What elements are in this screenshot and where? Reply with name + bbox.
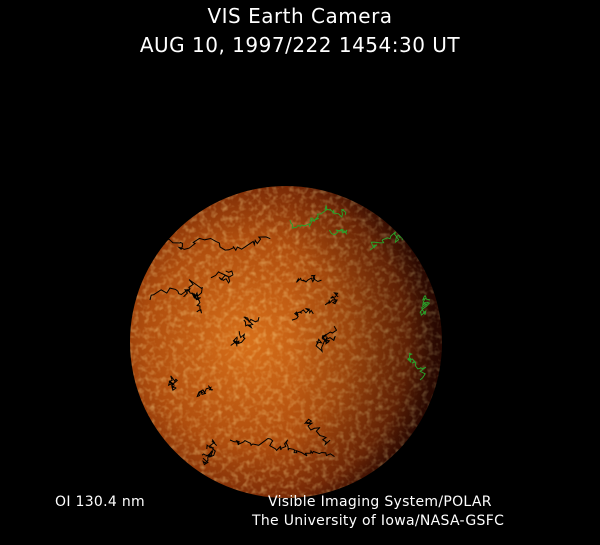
coastline-segment [202, 444, 216, 466]
instrument-label: Visible Imaging System/POLAR [268, 494, 492, 510]
image-title: VIS Earth Camera [207, 4, 393, 28]
coastline-segment [324, 292, 339, 306]
coastline-segment [243, 316, 260, 329]
coastline-segment [303, 418, 331, 447]
coastline-segment [291, 308, 314, 321]
coastline-segment [159, 236, 271, 252]
coastline-segment [296, 274, 322, 283]
coastline-segment [196, 385, 214, 398]
coastline-segment [315, 335, 336, 353]
coastline-segment [229, 437, 335, 458]
coastline-segment [182, 289, 202, 314]
coastline-segment [328, 228, 348, 236]
coastline-segment [321, 325, 338, 345]
coastline-segment [167, 375, 178, 392]
institution-label: The University of Iowa/NASA-GSFC [252, 513, 505, 529]
coastline-night-side [149, 236, 339, 466]
coastline-segment [289, 204, 347, 229]
wavelength-label: OI 130.4 nm [55, 494, 145, 510]
image-timestamp: AUG 10, 1997/222 1454:30 UT [139, 33, 461, 57]
coastline-segment [419, 295, 431, 316]
coastline-segment [230, 331, 246, 347]
coastline-segment [201, 439, 218, 457]
coastline-segment [407, 352, 427, 381]
coastline-segment [149, 279, 203, 301]
coastline-segment [210, 270, 234, 284]
